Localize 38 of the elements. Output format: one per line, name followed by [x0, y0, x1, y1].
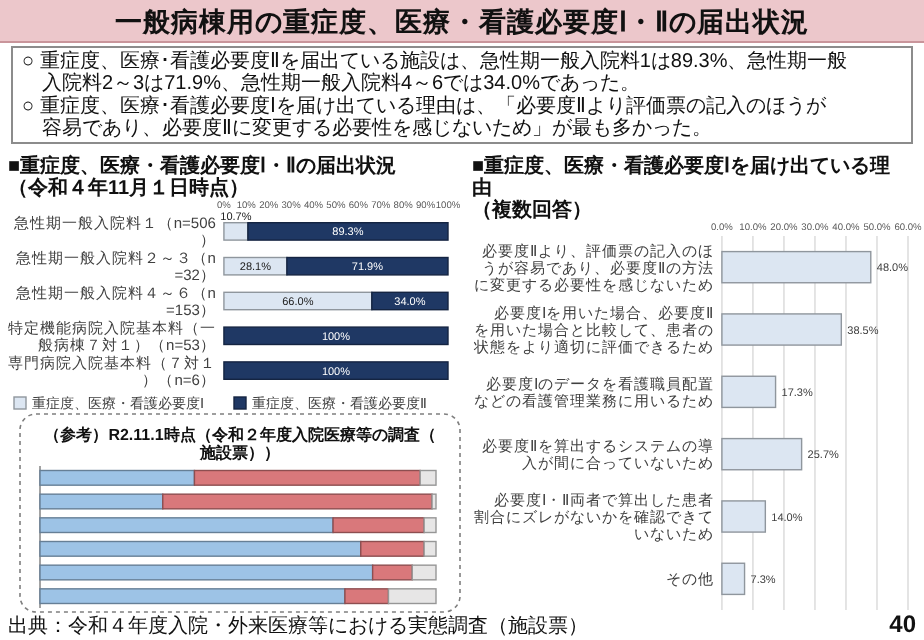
bar	[721, 250, 872, 284]
bar	[223, 326, 449, 346]
chart-title: ■重症度、医療・看護必要度Ⅰ・Ⅱの届出状況	[8, 154, 397, 178]
bar	[223, 222, 249, 241]
chart-subtitle: （令和４年11月１日時点）	[8, 176, 250, 200]
bar	[344, 588, 390, 605]
chart-title: （参考）R2.11.1時点（令和２年度入院医療等の調査（施設票））	[44, 424, 436, 462]
bar	[286, 256, 449, 276]
bar	[39, 588, 346, 605]
bar	[39, 540, 362, 557]
bar	[162, 493, 433, 510]
text: （複数回答）	[472, 198, 592, 222]
bar	[411, 564, 437, 581]
bar	[332, 517, 425, 534]
bar	[721, 375, 777, 409]
bar	[223, 361, 449, 380]
bar	[193, 469, 421, 486]
bar	[419, 469, 437, 486]
text: ○ 重症度、医療･看護必要度Ⅰを届け出ている理由は、「必要度Ⅱより評価票の記入のほうが容易であり、必要度Ⅱに変更する必要性を感じないため」が最も多かった。	[22, 93, 828, 141]
text: ○ 重症度、医療･看護必要度Ⅱを届出ている施設は、急性期一般入院料1は89.3%、急性期一般入院料2～3は71.9%、急性期一般入院料4～6では34.0%であった。	[22, 49, 848, 96]
bar	[247, 222, 449, 241]
bar	[721, 562, 746, 596]
text: 一般病棟用の重症度、医療・看護必要度Ⅰ・Ⅱの届出状況	[115, 5, 809, 37]
bar	[39, 564, 374, 581]
bar	[721, 500, 767, 533]
chart-title: ■重症度、医療・看護必要度Ⅰを届け出ている理由	[472, 154, 891, 200]
bar	[423, 517, 437, 534]
source-note: 出典：令和４年度入院・外来医療等における実態調査（施設票）	[8, 614, 588, 638]
bar	[371, 564, 413, 581]
bar	[387, 588, 437, 605]
annotation: 40	[889, 610, 917, 638]
bar	[39, 469, 196, 486]
bar	[360, 540, 425, 557]
bar	[721, 313, 843, 346]
bar	[423, 540, 437, 557]
bar	[39, 493, 164, 510]
bar	[39, 517, 334, 534]
bar	[721, 437, 803, 471]
